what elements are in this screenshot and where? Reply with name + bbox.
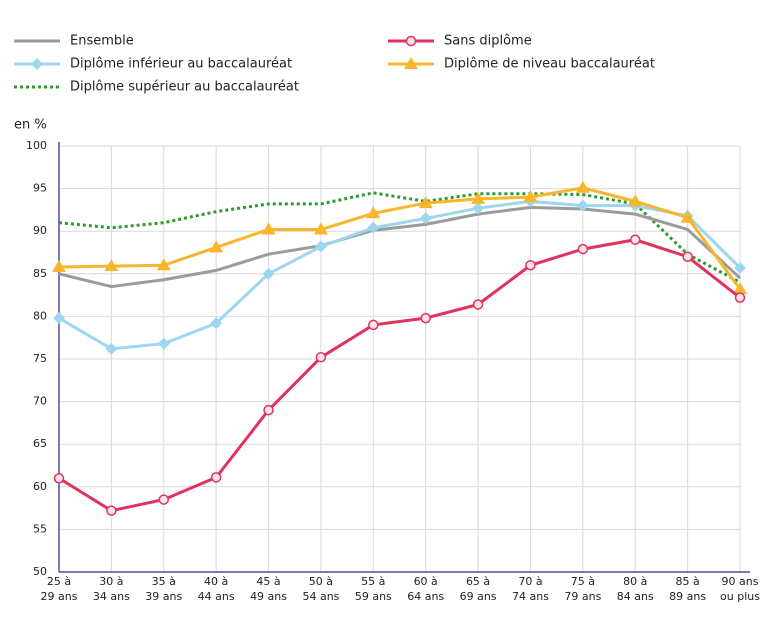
line xyxy=(58,199,742,351)
x-tick-label: 50 à 54 ans xyxy=(302,575,340,603)
x-tick-label: 60 à 64 ans xyxy=(407,575,445,603)
point xyxy=(419,212,432,225)
point xyxy=(53,312,65,325)
series xyxy=(53,234,746,516)
point xyxy=(472,299,484,310)
point xyxy=(105,342,118,355)
y-tick-label: 55 xyxy=(33,522,47,535)
point xyxy=(263,404,274,416)
point xyxy=(210,472,222,483)
point xyxy=(525,260,536,271)
point xyxy=(405,35,417,47)
x-tick-label: 35 à 39 ans xyxy=(145,575,183,603)
point xyxy=(367,221,380,234)
series xyxy=(53,195,746,355)
point xyxy=(629,234,641,245)
legend-label: Diplôme de niveau baccalauréat xyxy=(444,57,655,72)
point xyxy=(313,222,328,235)
point xyxy=(53,473,65,484)
line xyxy=(58,186,742,291)
series xyxy=(58,205,742,289)
point xyxy=(106,505,117,516)
point xyxy=(210,317,223,330)
point xyxy=(315,352,327,363)
x-tick-label: 40 à 44 ans xyxy=(197,575,235,603)
x-tick-label: 80 à 84 ans xyxy=(616,575,654,603)
y-tick-label: 100 xyxy=(26,139,47,152)
point xyxy=(734,292,746,303)
y-tick-label: 80 xyxy=(33,309,47,322)
x-tick-label: 70 à 74 ans xyxy=(511,575,549,603)
point xyxy=(366,206,381,219)
legend-label: Diplôme supérieur au baccalauréat xyxy=(70,80,299,95)
point xyxy=(31,58,43,70)
point xyxy=(418,196,433,209)
x-tick-label: 30 à 34 ans xyxy=(92,575,130,603)
point xyxy=(157,337,170,350)
point xyxy=(733,282,747,295)
y-tick-label: 65 xyxy=(33,437,47,450)
point xyxy=(158,494,170,505)
point xyxy=(472,202,485,215)
x-tick-label: 45 à 49 ans xyxy=(250,575,287,603)
line xyxy=(58,238,741,513)
y-axis-label: en % xyxy=(14,118,47,133)
y-tick-label: 75 xyxy=(33,352,47,365)
y-tick-label: 60 xyxy=(33,480,47,493)
point xyxy=(471,191,486,204)
point xyxy=(575,180,590,193)
legend-label: Diplôme inférieur au baccalauréat xyxy=(70,57,292,72)
y-tick-label: 90 xyxy=(33,224,47,237)
legend-label: Sans diplôme xyxy=(444,34,532,49)
y-tick-label: 70 xyxy=(33,395,47,408)
x-tick-label: 25 à 29 ans xyxy=(40,575,78,603)
point xyxy=(680,210,695,223)
x-tick-label: 55 à 59 ans xyxy=(354,575,392,603)
line xyxy=(58,191,741,284)
series xyxy=(52,180,747,295)
y-tick-label: 85 xyxy=(33,267,47,280)
x-tick-label: 75 à 79 ans xyxy=(564,575,602,603)
point xyxy=(577,243,589,255)
x-tick-label: 90 ans ou plus xyxy=(720,575,760,603)
point xyxy=(314,240,327,253)
legend-label: Ensemble xyxy=(70,34,134,49)
line xyxy=(58,205,742,289)
point xyxy=(404,57,418,69)
y-tick-label: 95 xyxy=(33,182,47,195)
y-tick-label: 50 xyxy=(33,565,47,578)
point xyxy=(682,251,693,263)
point xyxy=(156,258,171,271)
point xyxy=(420,312,431,324)
point xyxy=(734,261,746,274)
point xyxy=(576,199,589,212)
x-tick-label: 85 à 89 ans xyxy=(669,575,707,603)
legend: Ensemble Sans diplôme Diplôme inférieur au… xyxy=(14,34,655,95)
point xyxy=(628,194,643,207)
point xyxy=(104,259,119,272)
point xyxy=(262,267,275,280)
point xyxy=(523,190,538,203)
point xyxy=(52,259,66,272)
x-tick-label: 65 à 69 ans xyxy=(459,575,497,603)
point xyxy=(209,240,224,253)
point xyxy=(368,319,379,331)
point xyxy=(261,222,276,235)
series xyxy=(58,191,741,284)
